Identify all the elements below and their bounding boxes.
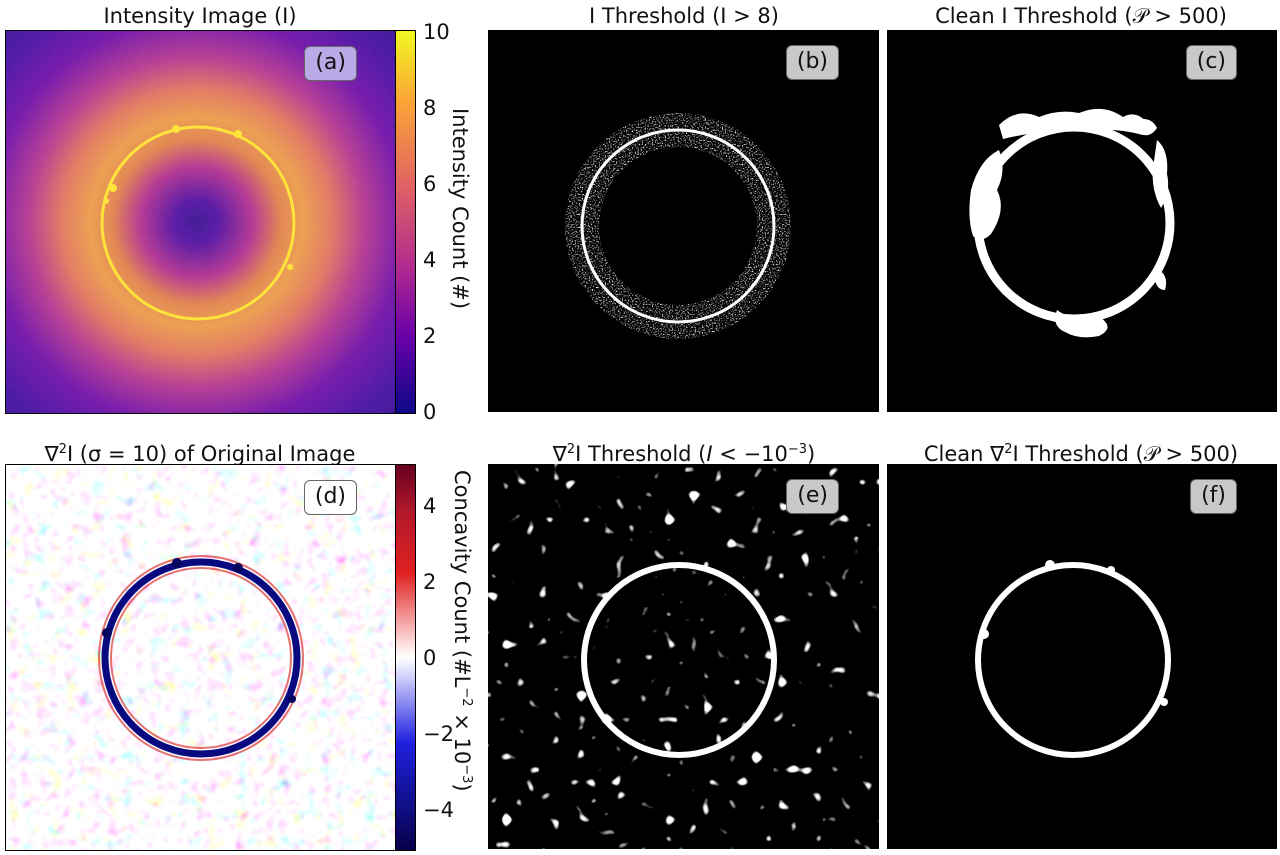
colorbar-d-tick: 0 [423,646,437,670]
colorbar-d-tick: 4 [423,494,437,518]
panel-b-title: I Threshold (I > 8) [589,4,779,28]
colorbar-d-tick: −2 [423,722,454,746]
colorbar-a-label: Intensity Count (#) [448,108,472,310]
panel-e-title: ∇2I Threshold (I < −10−3) [552,442,816,466]
panel-c-title: Clean I Threshold (𝒫 > 500) [935,4,1227,28]
panel-f-image: (f) [887,464,1277,849]
colorbar-a-tick: 0 [423,400,437,424]
panel-e-tag: (e) [786,479,839,514]
colorbar-a-tick: 8 [423,96,437,120]
panel-d-title: ∇2I (σ = 10) of Original Image [44,442,356,466]
panel-e-image: (e) [488,464,879,849]
colorbar-a-tick: 10 [423,20,450,44]
panel-f-title: Clean ∇2I Threshold (𝒫 > 500) [923,442,1239,466]
panel-a-tag: (a) [304,46,357,81]
panel-a-title: Intensity Image (I) [103,4,297,28]
panel-c-tag: (c) [1185,45,1237,80]
colorbar-d-tick: 2 [423,570,437,594]
panel-c-image: (c) [887,30,1277,412]
colorbar-d-tick: −4 [423,798,454,822]
panel-b-tag: (b) [785,45,839,80]
panel-f-tag: (f) [1190,479,1237,514]
colorbar-d-label: Concavity Count (#L−2 × 10−3) [450,470,474,792]
colorbar-a [395,30,416,414]
panel-a-image: (a) [5,30,396,414]
colorbar-a-tick: 6 [423,172,437,196]
colorbar-a-tick: 2 [423,324,437,348]
panel-d-image: (d) [5,464,396,851]
panel-b-image: (b) [488,30,879,412]
panel-d-tag: (d) [303,480,357,515]
colorbar-a-tick: 4 [423,248,437,272]
colorbar-d [395,464,416,851]
